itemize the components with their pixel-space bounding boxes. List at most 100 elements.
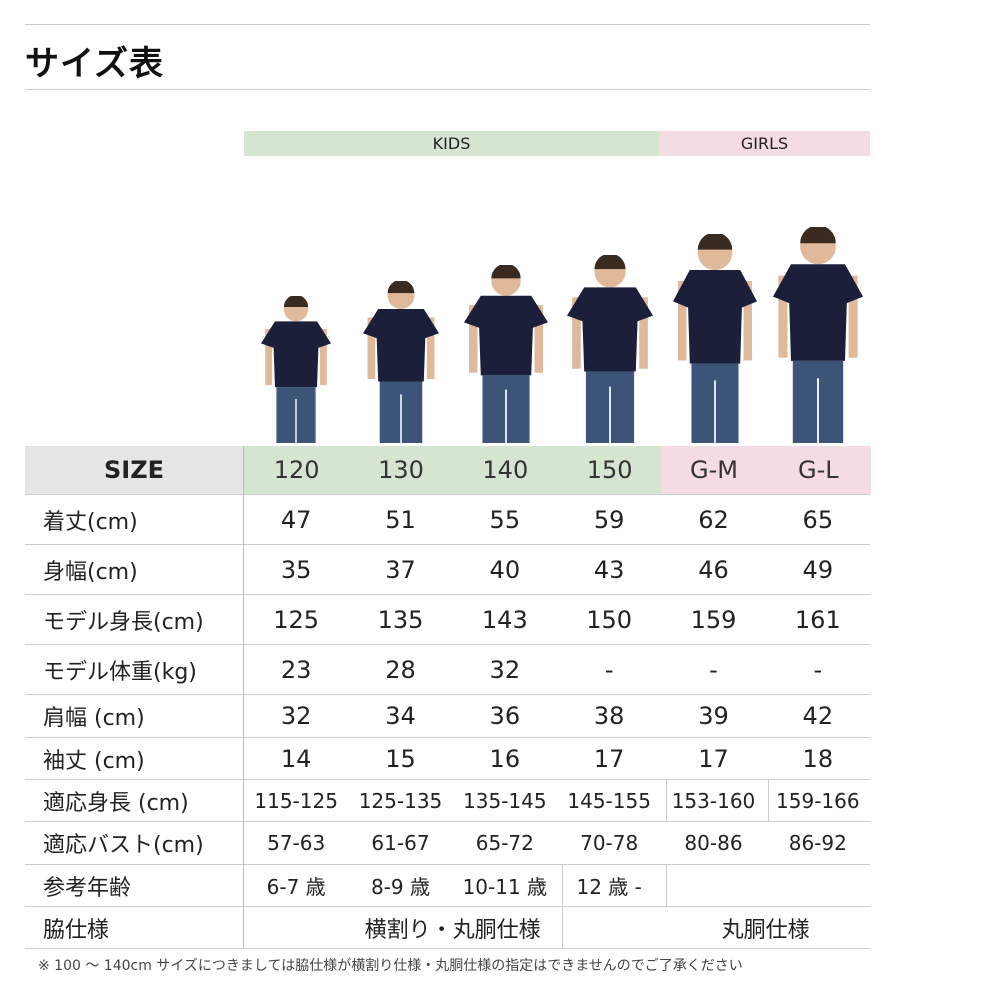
row-label: 着丈(cm) <box>25 495 244 544</box>
value-cell: 65 <box>802 505 834 534</box>
value-cell: - <box>813 655 823 684</box>
value-cell: 23 <box>280 655 312 684</box>
value-cell: 17 <box>698 744 729 773</box>
value-cell: - <box>604 655 614 684</box>
column-divider <box>666 780 667 821</box>
row-cells: 23 28 32 - - - <box>244 645 870 694</box>
value-cell: 10-11 歳 <box>462 875 548 899</box>
column-divider <box>562 907 563 948</box>
value-cell: 86-92 <box>788 831 847 855</box>
row-cells: 120 130 140 150 G-M G-L <box>244 446 871 494</box>
value-cell: 55 <box>489 505 521 534</box>
row-cells: 32 34 36 38 39 42 <box>244 695 870 737</box>
row-label: SIZE <box>25 446 244 494</box>
value-cell: 143 <box>481 605 528 634</box>
row-cells: 6-7 歳 8-9 歳 10-11 歳 12 歳 - <box>244 865 870 906</box>
value-cell: 159 <box>690 605 737 634</box>
value-cell: 150 <box>586 605 633 634</box>
value-cell: 38 <box>593 702 625 730</box>
row-label: 適応身長 (cm) <box>25 780 244 821</box>
span-cell: 横割り・丸胴仕様 <box>364 917 541 943</box>
model-figure <box>363 281 439 443</box>
value-cell: 35 <box>280 555 312 584</box>
size-header-row: SIZE 120 130 140 150 G-M G-L <box>25 446 871 495</box>
value-cell: 125-135 <box>358 788 443 813</box>
value-cell: 34 <box>385 702 416 730</box>
value-cell: 15 <box>385 744 416 773</box>
value-cell: 36 <box>489 702 521 730</box>
value-cell: 16 <box>489 744 521 773</box>
value-cell: 57-63 <box>267 831 326 855</box>
row-cells: 横割り・丸胴仕様 丸胴仕様 <box>244 907 870 948</box>
table-row: 適応身長 (cm) 115-125 125-135 135-145 145-155 153… <box>25 780 870 822</box>
kids-band: KIDS <box>244 131 659 156</box>
value-cell: 70-78 <box>580 831 639 855</box>
model-figure <box>261 296 331 443</box>
value-cell: 6-7 歳 <box>266 875 326 899</box>
value-cell: 61-67 <box>371 831 430 855</box>
size-cell: 130 <box>348 446 454 494</box>
value-cell: 8-9 歳 <box>370 875 430 899</box>
value-cell: 80-86 <box>684 831 743 855</box>
table-row: モデル体重(kg) 23 28 32 - - - <box>25 645 870 695</box>
size-cell: G-M <box>661 446 767 494</box>
row-label: モデル身長(cm) <box>25 595 244 644</box>
value-cell: 59 <box>593 505 625 534</box>
value-cell: 153-160 <box>671 788 756 813</box>
page-title: サイズ表 <box>25 44 164 84</box>
value-cell: 49 <box>802 555 834 584</box>
value-cell: 46 <box>698 555 729 584</box>
value-cell: 135-145 <box>463 788 547 813</box>
value-cell <box>661 865 765 906</box>
value-cell: 47 <box>280 505 312 534</box>
value-cell: 12 歳 - <box>576 875 642 899</box>
row-label: 身幅(cm) <box>25 545 244 594</box>
row-cells: 115-125 125-135 135-145 145-155 153-160 159-1… <box>244 780 870 821</box>
value-cell: 32 <box>280 702 312 730</box>
span-cell: 丸胴仕様 <box>721 917 810 943</box>
table-row: 着丈(cm) 47 51 55 59 62 65 <box>25 495 870 545</box>
table-row: 脇仕様 横割り・丸胴仕様 丸胴仕様 <box>25 907 870 949</box>
row-cells: 14 15 16 17 17 18 <box>244 738 870 779</box>
row-cells: 125 135 143 150 159 161 <box>244 595 870 644</box>
value-cell: 65-72 <box>475 831 534 855</box>
table-row: 袖丈 (cm) 14 15 16 17 17 18 <box>25 738 870 780</box>
value-cell: 125 <box>273 605 320 634</box>
value-cell: 43 <box>593 555 625 584</box>
column-divider <box>768 780 769 821</box>
row-label: モデル体重(kg) <box>25 645 244 694</box>
table-row: 肩幅 (cm) 32 34 36 38 39 42 <box>25 695 870 738</box>
value-cell: 40 <box>489 555 521 584</box>
value-cell: - <box>709 655 718 684</box>
value-cell: 135 <box>377 605 424 634</box>
row-cells: 35 37 40 43 46 49 <box>244 545 870 594</box>
value-cell: 17 <box>593 744 625 773</box>
value-cell: 37 <box>385 555 416 584</box>
size-cell: G-L <box>765 446 871 494</box>
size-cell: 150 <box>557 446 663 494</box>
column-divider <box>562 865 563 906</box>
value-cell: 32 <box>489 655 521 684</box>
value-cell: 28 <box>385 655 416 684</box>
table-row: 身幅(cm) 35 37 40 43 46 49 <box>25 545 870 595</box>
value-cell: 39 <box>698 702 729 730</box>
table-row: 参考年齢 6-7 歳 8-9 歳 10-11 歳 12 歳 - <box>25 865 870 907</box>
value-cell: 42 <box>802 702 834 730</box>
value-cell: 62 <box>698 505 729 534</box>
value-cell: 145-155 <box>567 788 651 813</box>
value-cell: 115-125 <box>254 788 338 813</box>
row-label: 肩幅 (cm) <box>25 695 244 737</box>
girls-band: GIRLS <box>659 131 870 156</box>
title-divider <box>25 89 870 90</box>
top-divider <box>25 24 870 25</box>
size-cell: 140 <box>452 446 558 494</box>
value-cell: 51 <box>385 505 416 534</box>
row-cells: 57-63 61-67 65-72 70-78 80-86 86-92 <box>244 822 870 864</box>
footnote: ※ 100 ～ 140cm サイズにつきましては脇仕様が横割り仕様・丸胴仕様の指… <box>38 958 743 974</box>
value-cell <box>766 865 870 906</box>
value-cell: 159-166 <box>776 788 860 813</box>
model-figure <box>464 265 548 443</box>
table-row: 適応バスト(cm) 57-63 61-67 65-72 70-78 80-86 86-92 <box>25 822 870 865</box>
model-figure <box>567 255 653 443</box>
